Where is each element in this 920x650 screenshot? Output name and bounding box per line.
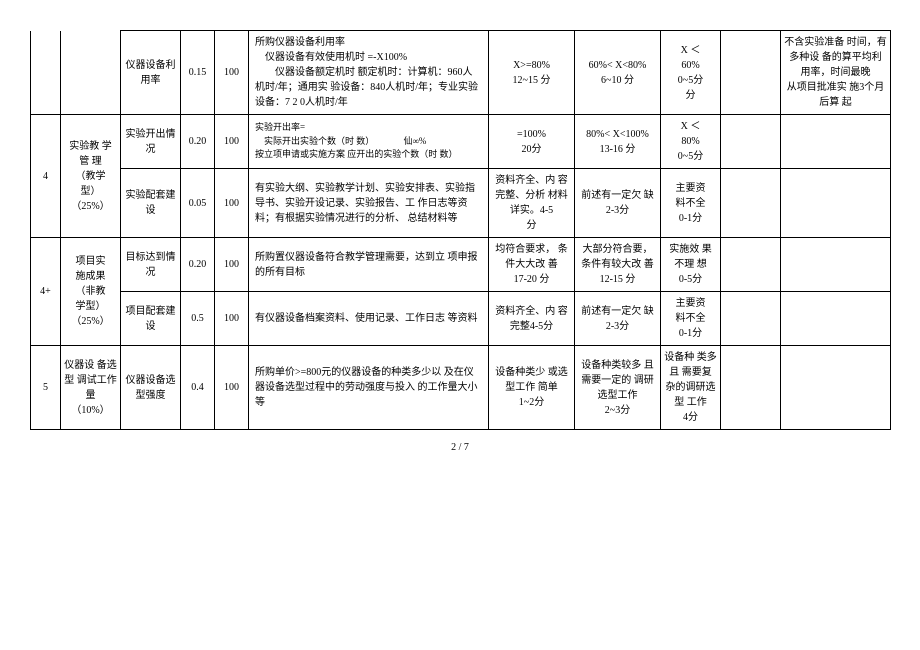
table-cell: 60%< X<80%6~10 分 bbox=[575, 31, 661, 115]
table-cell: 0.4 bbox=[181, 346, 215, 430]
table-cell bbox=[721, 31, 781, 115]
table-cell: 前述有一定欠 缺2-3分 bbox=[575, 169, 661, 238]
table-cell: 主要资料不全0-1分 bbox=[661, 292, 721, 346]
table-cell: 100 bbox=[215, 238, 249, 292]
table-cell bbox=[721, 169, 781, 238]
table-cell bbox=[31, 31, 61, 115]
table-cell bbox=[781, 169, 891, 238]
table-cell bbox=[721, 238, 781, 292]
table-cell: 不含实验准备 时间，有多种设 备的算平均利 用率，时间最晚从项目批准实 施3个月… bbox=[781, 31, 891, 115]
table-cell: 4 bbox=[31, 115, 61, 238]
table-cell: 有实验大纲、实验教学计划、实验安排表、实验指导书、实验开设记录、实验报告、工 作… bbox=[249, 169, 489, 238]
table-cell bbox=[781, 292, 891, 346]
table-cell: X ＜60%0~5分分 bbox=[661, 31, 721, 115]
table-cell: 仪器设备选 型强度 bbox=[121, 346, 181, 430]
table-cell: 仪器设备利用率 bbox=[121, 31, 181, 115]
table-cell bbox=[721, 115, 781, 169]
table-cell bbox=[721, 292, 781, 346]
table-cell: 0.20 bbox=[181, 115, 215, 169]
table-cell: 100 bbox=[215, 346, 249, 430]
table-cell: 均符合要求， 条件大大改 善17-20 分 bbox=[489, 238, 575, 292]
table-cell: 项目实施成果（非教学型）（25%） bbox=[61, 238, 121, 346]
table-cell: X>=80%12~15 分 bbox=[489, 31, 575, 115]
table-cell bbox=[721, 346, 781, 430]
table-cell: 实验开出情况 bbox=[121, 115, 181, 169]
table-cell: 所购仪器设备利用率 仪器设备有效使用机时 =-X100% 仪器设备额定机时 额定… bbox=[249, 31, 489, 115]
table-cell: 大部分符合要， 条件有较大改 善12-15 分 bbox=[575, 238, 661, 292]
table-cell bbox=[781, 346, 891, 430]
table-cell: 项目配套建 设 bbox=[121, 292, 181, 346]
table-cell: 0.15 bbox=[181, 31, 215, 115]
table-cell: 资料齐全、内 容完整、分析 材料详实。4-5分 bbox=[489, 169, 575, 238]
table-cell: 前述有一定欠 缺2-3分 bbox=[575, 292, 661, 346]
table-cell: 设备种类较多 且需要一定的 调研选型工作2~3分 bbox=[575, 346, 661, 430]
table-cell: 0.5 bbox=[181, 292, 215, 346]
table-cell: 100 bbox=[215, 292, 249, 346]
table-cell: 100 bbox=[215, 169, 249, 238]
table-cell: 设备种 类多且 需要复 杂的调研选型 工作4分 bbox=[661, 346, 721, 430]
table-cell: 实验配套建 设 bbox=[121, 169, 181, 238]
table-cell: 所购单价>=800元的仪器设备的种类多少以 及在仪器设备选型过程中的劳动强度与投… bbox=[249, 346, 489, 430]
table-cell: 100 bbox=[215, 115, 249, 169]
page-number: 2 / 7 bbox=[30, 442, 890, 453]
table-cell: 80%< X<100%13-16 分 bbox=[575, 115, 661, 169]
table-cell: 仪器设 备选型 调试工作量（10%） bbox=[61, 346, 121, 430]
table-cell: 0.05 bbox=[181, 169, 215, 238]
table-cell bbox=[781, 115, 891, 169]
table-cell: 4+ bbox=[31, 238, 61, 346]
table-cell: 所购置仪器设备符合教学管理需要，达到立 项申报的所有目标 bbox=[249, 238, 489, 292]
table-cell: =100%20分 bbox=[489, 115, 575, 169]
evaluation-table: 仪器设备利用率0.15100所购仪器设备利用率 仪器设备有效使用机时 =-X10… bbox=[30, 30, 891, 430]
table-cell: 实施效 果不理 想0-5分 bbox=[661, 238, 721, 292]
table-cell: 100 bbox=[215, 31, 249, 115]
table-cell: 实验教 学管 理（教学型）（25%） bbox=[61, 115, 121, 238]
table-cell bbox=[61, 31, 121, 115]
table-cell: X ＜80%0~5分 bbox=[661, 115, 721, 169]
table-cell: 资料齐全、内 容完整4-5分 bbox=[489, 292, 575, 346]
table-cell: 目标达到情 况 bbox=[121, 238, 181, 292]
table-cell: 有仪器设备档案资料、使用记录、工作日志 等资料 bbox=[249, 292, 489, 346]
table-cell: 5 bbox=[31, 346, 61, 430]
table-cell: 0.20 bbox=[181, 238, 215, 292]
table-cell: 实验开出率= 实际开出实验个数（时 数） 仙∞%按立项申请或实施方案 应开出的实… bbox=[249, 115, 489, 169]
table-cell: 主要资料不全0-1分 bbox=[661, 169, 721, 238]
table-cell bbox=[781, 238, 891, 292]
table-cell: 设备种类少 或选型工作 简单1~2分 bbox=[489, 346, 575, 430]
